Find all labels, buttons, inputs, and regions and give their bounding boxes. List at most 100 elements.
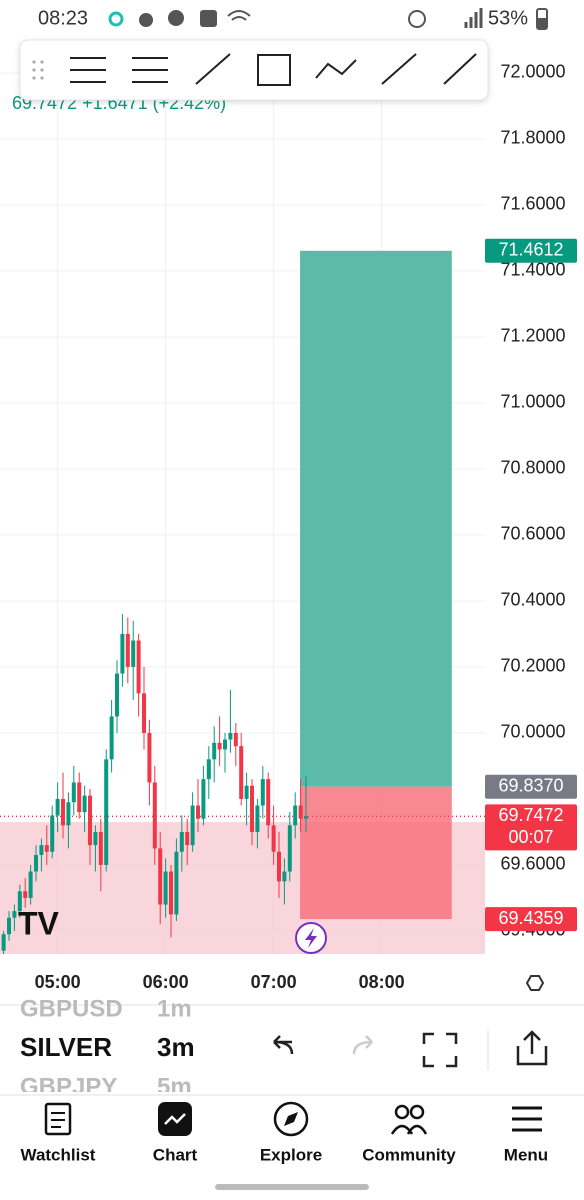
nav-label[interactable]: Menu bbox=[504, 1145, 548, 1164]
nav-icon[interactable] bbox=[44, 1102, 72, 1136]
icon bbox=[168, 10, 184, 26]
redo-icon bbox=[352, 1035, 373, 1055]
nav-label[interactable]: Watchlist bbox=[21, 1145, 96, 1164]
candle-body bbox=[282, 871, 287, 882]
y-tick-label: 70.2000 bbox=[500, 656, 565, 676]
tool-icon[interactable] bbox=[315, 59, 357, 79]
candle-body bbox=[158, 848, 163, 905]
tool-icon[interactable] bbox=[381, 53, 417, 85]
tool-icon[interactable] bbox=[132, 57, 168, 83]
candle-body bbox=[44, 845, 49, 852]
candle-body bbox=[179, 831, 184, 852]
nav-label[interactable]: Community bbox=[362, 1145, 456, 1164]
candle-body bbox=[266, 779, 271, 826]
candle-body bbox=[71, 782, 76, 803]
settings-icon[interactable] bbox=[525, 975, 545, 991]
candle-body bbox=[23, 891, 28, 898]
candle-body bbox=[66, 802, 71, 826]
candle-body bbox=[34, 855, 39, 872]
price-tag bbox=[485, 238, 577, 263]
share-icon[interactable] bbox=[516, 1030, 548, 1066]
tool-icon[interactable] bbox=[443, 53, 477, 85]
fullscreen-icon[interactable] bbox=[422, 1032, 458, 1068]
icon bbox=[200, 10, 217, 27]
symbol[interactable]: GBPUSD bbox=[20, 995, 123, 1022]
candle-body bbox=[12, 911, 17, 918]
candle-body bbox=[147, 732, 152, 783]
price-tag bbox=[485, 804, 577, 851]
y-tick-label: 71.0000 bbox=[500, 392, 565, 412]
candle-body bbox=[109, 716, 114, 760]
candle-body bbox=[88, 795, 93, 846]
drawing-toolbar bbox=[19, 39, 489, 101]
candle-body bbox=[217, 742, 222, 750]
candle-body bbox=[50, 815, 55, 852]
candle-body bbox=[98, 831, 103, 865]
symbol[interactable]: SILVER bbox=[20, 1032, 112, 1062]
nav-icon bbox=[164, 1113, 186, 1125]
nav-icon bbox=[51, 1112, 65, 1128]
nav-icon[interactable] bbox=[394, 1104, 410, 1120]
candle-body bbox=[287, 825, 292, 872]
y-tick-label: 69.6000 bbox=[500, 854, 565, 874]
candle-body bbox=[39, 845, 44, 856]
candle-body bbox=[152, 782, 157, 849]
candle-body bbox=[131, 640, 136, 667]
y-tick-label: 70.4000 bbox=[500, 590, 565, 610]
candle-body bbox=[304, 816, 309, 819]
y-tick-label: 71.4000 bbox=[500, 260, 565, 280]
logo: TV bbox=[18, 905, 60, 941]
interval[interactable]: 3m bbox=[157, 1032, 195, 1062]
nav-label[interactable]: Explore bbox=[260, 1145, 322, 1164]
y-tick-label: 72.0000 bbox=[500, 62, 565, 82]
candle-body bbox=[93, 831, 98, 846]
price-tag-label: 69.8370 bbox=[498, 775, 563, 795]
y-tick-label: 70.0000 bbox=[500, 722, 565, 742]
candle-body bbox=[228, 732, 233, 740]
candle-body bbox=[136, 640, 141, 694]
candle-body bbox=[104, 759, 109, 865]
tool-icon[interactable] bbox=[257, 54, 291, 86]
candle-body bbox=[142, 693, 147, 733]
candle-body bbox=[82, 795, 87, 813]
candle-body bbox=[190, 805, 195, 846]
candle-body bbox=[61, 798, 66, 826]
candle-body bbox=[28, 871, 33, 898]
candle-body bbox=[120, 633, 125, 674]
countdown: 00:07 bbox=[508, 827, 553, 847]
candle-body bbox=[206, 759, 211, 780]
nav-bar: Watchlist Chart Explore Community Menu bbox=[21, 1101, 548, 1164]
symbol-picker[interactable]: GBPUSD 1m SILVER 3m GBPJPY 5m bbox=[20, 995, 195, 1100]
candle-body bbox=[244, 785, 249, 799]
candle-body bbox=[77, 782, 82, 813]
candle-body bbox=[185, 831, 190, 846]
undo-icon[interactable] bbox=[273, 1035, 294, 1055]
interval[interactable]: 1m bbox=[157, 995, 192, 1022]
symbol[interactable]: GBPJPY bbox=[20, 1073, 117, 1100]
lightning-icon bbox=[305, 928, 317, 948]
alarm-icon bbox=[408, 10, 426, 28]
candle-body bbox=[233, 732, 238, 747]
candle-body bbox=[115, 673, 120, 717]
x-tick-label: 07:00 bbox=[251, 972, 297, 992]
candle-body bbox=[174, 851, 179, 915]
candle-body bbox=[271, 825, 276, 852]
tool-icon[interactable] bbox=[70, 57, 106, 83]
drag-handle bbox=[32, 60, 44, 80]
nav-icon bbox=[284, 1112, 298, 1126]
candle-body bbox=[1, 934, 6, 951]
price-tag-label: 69.7472 bbox=[498, 805, 563, 825]
candle-body bbox=[298, 805, 303, 819]
x-tick-label: 08:00 bbox=[359, 972, 405, 992]
nav-icon[interactable] bbox=[273, 1101, 309, 1137]
chart bbox=[0, 40, 485, 955]
nav-label[interactable]: Chart bbox=[153, 1145, 198, 1164]
nav-icon[interactable] bbox=[512, 1106, 542, 1132]
tool-icon[interactable] bbox=[195, 53, 231, 85]
y-tick-label: 70.6000 bbox=[500, 524, 565, 544]
price-tag-label: 69.4359 bbox=[498, 908, 563, 928]
y-tick-label: 71.6000 bbox=[500, 194, 565, 214]
interval[interactable]: 5m bbox=[157, 1073, 192, 1100]
price-tag bbox=[485, 907, 577, 932]
candle-body bbox=[196, 805, 201, 819]
